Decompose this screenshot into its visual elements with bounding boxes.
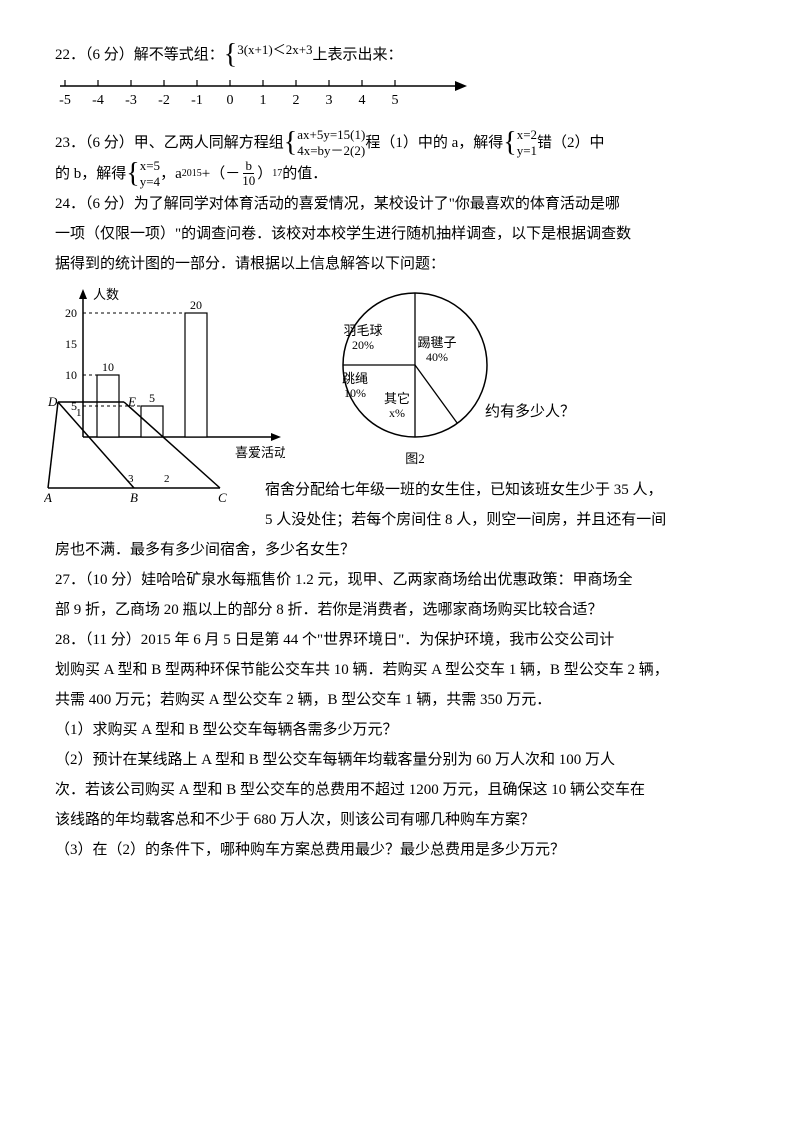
svg-text:10: 10: [65, 368, 77, 382]
svg-text:羽毛球: 羽毛球: [343, 323, 382, 338]
frac-den: 10: [240, 174, 257, 188]
q28-p2a: （2）预计在某线路上 A 型和 B 型公交车每辆年均载客量分别为 60 万人次和…: [55, 745, 745, 775]
q22-eq-top: 3(x+1)＜2x+3: [237, 42, 312, 58]
svg-text:跳绳: 跳绳: [342, 371, 368, 386]
q23-l2e: 的值．: [282, 159, 327, 189]
fraction: b 10: [240, 159, 257, 189]
q23-eq3-top: x=5: [140, 158, 160, 174]
q23-eq2-bot: y=1: [517, 143, 537, 159]
q27-l1: 27．（10 分）娃哈哈矿泉水每瓶售价 1.2 元，现甲、乙两家商场给出优惠政策…: [55, 565, 745, 595]
svg-text:x%: x%: [389, 406, 405, 420]
svg-text:-3: -3: [125, 93, 137, 108]
svg-text:喜爱活动: 喜爱活动: [235, 445, 285, 460]
q28-l1: 28．（11 分）2015 年 6 月 5 日是第 44 个"世界环境日"．为保…: [55, 625, 745, 655]
number-line: -5 -4 -3 -2 -1 0 1 2 3 4 5: [55, 74, 745, 121]
q28-p3: （3）在（2）的条件下，哪种购车方案总费用最少？最少总费用是多少万元？: [55, 835, 745, 865]
svg-text:E: E: [127, 394, 136, 409]
q24-l1: 24．（6 分）为了解同学对体育活动的喜爱情况，某校设计了"你最喜欢的体育活动是…: [55, 189, 745, 219]
q22-eq: 3(x+1)＜2x+3: [237, 42, 312, 68]
svg-text:3: 3: [326, 93, 333, 108]
q24-l2: 一项（仅限一项）"的调查问卷．该校对本校学生进行随机抽样调查，以下是根据调查数: [55, 219, 745, 249]
frac-num: b: [243, 159, 254, 174]
q23-l2a: 的 b，解得: [55, 159, 126, 189]
q24-l3: 据得到的统计图的一部分．请根据以上信息解答以下问题：: [55, 249, 745, 279]
svg-text:-5: -5: [59, 93, 71, 108]
q23-line1: 23．（6 分）甲、乙两人同解方程组 { ax+5y=15(1) 4x=by－2…: [55, 127, 745, 158]
brace-icon: {: [126, 160, 139, 188]
brace-icon: {: [284, 129, 297, 157]
q23-l1b: 程（1）中的 a，解得: [365, 128, 503, 158]
q23-l1a: 23．（6 分）甲、乙两人同解方程组: [55, 128, 284, 158]
q28-l3: 共需 400 万元；若购买 A 型公交车 2 辆，B 型公交车 1 辆，共需 3…: [55, 685, 745, 715]
q26-l1: 宿舍分配给七年级一班的女生住，已知该班女生少于 35 人，: [55, 475, 745, 505]
q23-eq1-top: ax+5y=15(1): [297, 127, 365, 143]
brace-icon: {: [224, 41, 237, 69]
svg-text:10: 10: [102, 360, 114, 374]
svg-text:A: A: [44, 490, 52, 502]
svg-text:40%: 40%: [426, 350, 448, 364]
svg-text:10%: 10%: [344, 386, 366, 400]
q23-eq3-bot: y=4: [140, 174, 160, 190]
svg-text:-1: -1: [191, 93, 203, 108]
svg-text:人数: 人数: [93, 287, 119, 302]
q23-exp1: 2015: [182, 164, 202, 184]
q23-l2c: +（－: [202, 159, 240, 189]
q26-l2: 5 人没处住；若每个房间住 8 人，则空一间房，并且还有一间: [55, 505, 745, 535]
q23-l2d: ）: [257, 159, 272, 189]
q28-p2c: 该线路的年均载客总和不少于 680 万人次，则该公司有哪几种购车方案？: [55, 805, 745, 835]
brace-icon: {: [503, 129, 516, 157]
q23-eq1-bot: 4x=by－2(2): [297, 143, 365, 159]
q28-p1: （1）求购买 A 型和 B 型公交车每辆各需多少万元？: [55, 715, 745, 745]
svg-text:踢毽子: 踢毽子: [417, 335, 456, 350]
q23-exp2: 17: [272, 164, 282, 184]
q23-line2: 的 b，解得 { x=5 y=4 ，a2015 +（－ b 10 ）17 的值．: [55, 158, 745, 189]
svg-text:20: 20: [190, 298, 202, 312]
svg-text:0: 0: [227, 93, 234, 108]
q28-l2: 划购买 A 型和 B 型两种环保节能公交车共 10 辆．若购买 A 型公交车 1…: [55, 655, 745, 685]
q22-suffix: 上表示出来：: [313, 40, 403, 70]
svg-text:20%: 20%: [352, 338, 374, 352]
q27-l2: 部 9 折，乙商场 20 瓶以上的部分 8 折．若你是消费者，选哪家商场购买比较…: [55, 595, 745, 625]
q22-prefix: 22．（6 分）解不等式组：: [55, 40, 224, 70]
q26-l1-text: 宿舍分配给七年级一班的女生住，已知该班女生少于 35 人，: [265, 482, 663, 498]
svg-text:1: 1: [76, 407, 82, 419]
svg-text:15: 15: [65, 337, 77, 351]
svg-text:1: 1: [260, 93, 267, 108]
pie-chart: 羽毛球20% 踢毽子40% 其它x% 跳绳10% 图2: [315, 285, 515, 475]
q22-line: 22．（6 分）解不等式组： { 3(x+1)＜2x+3 上表示出来：: [55, 40, 745, 70]
svg-text:其它: 其它: [384, 391, 410, 406]
q23-eq2-top: x=2: [517, 127, 537, 143]
q24-right-text: 约有多少人？: [485, 397, 575, 427]
svg-text:4: 4: [359, 93, 366, 108]
svg-text:D: D: [47, 394, 58, 409]
q23-l1c: 错（2）中: [537, 128, 605, 158]
q23-l2b: ，a: [160, 159, 182, 189]
svg-text:图2: 图2: [405, 451, 425, 466]
q26-l2-text: 5 人没处住；若每个房间住 8 人，则空一间房，并且还有一间: [265, 512, 666, 528]
q28-p2b: 次．若该公司购买 A 型和 B 型公交车的总费用不超过 1200 万元，且确保这…: [55, 775, 745, 805]
svg-text:-4: -4: [92, 93, 104, 108]
svg-text:2: 2: [293, 93, 300, 108]
q26-l3: 房也不满．最多有多少间宿舍，多少名女生？: [55, 535, 745, 565]
svg-text:5: 5: [392, 93, 399, 108]
svg-text:-2: -2: [158, 93, 170, 108]
svg-text:20: 20: [65, 306, 77, 320]
q22-eq-bot: [237, 58, 312, 68]
